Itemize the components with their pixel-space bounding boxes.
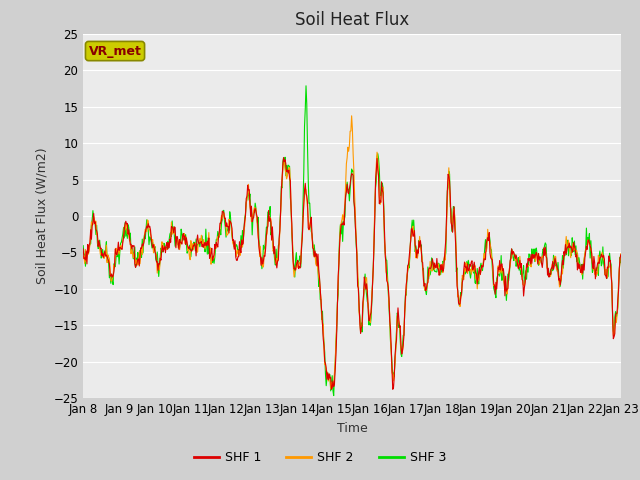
- SHF 1: [145, 221, 152, 227]
- SHF 3: [617, 260, 625, 265]
- Line: SHF 1: SHF 1: [83, 157, 621, 389]
- SHF 3: [227, 225, 235, 231]
- SHF 1: [419, 260, 426, 265]
- SHF 3: [145, 228, 152, 233]
- Line: SHF 3: SHF 3: [83, 86, 621, 396]
- SHF 3: [419, 267, 426, 273]
- SHF 2: [145, 218, 152, 224]
- SHF 3: [89, 208, 97, 214]
- SHF 1: [89, 219, 97, 225]
- SHF 1: [617, 252, 625, 258]
- Legend: SHF 1, SHF 2, SHF 3: SHF 1, SHF 2, SHF 3: [189, 446, 451, 469]
- SHF 3: [199, 244, 207, 250]
- Title: Soil Heat Flux: Soil Heat Flux: [295, 11, 409, 29]
- SHF 3: [302, 83, 310, 89]
- SHF 1: [199, 241, 207, 247]
- SHF 2: [617, 251, 625, 257]
- SHF 2: [435, 261, 442, 267]
- Y-axis label: Soil Heat Flux (W/m2): Soil Heat Flux (W/m2): [35, 148, 48, 284]
- SHF 2: [227, 221, 235, 227]
- SHF 2: [419, 264, 426, 270]
- SHF 1: [389, 386, 397, 392]
- Text: VR_met: VR_met: [88, 45, 141, 58]
- SHF 2: [79, 255, 87, 261]
- Line: SHF 2: SHF 2: [83, 116, 621, 389]
- SHF 3: [435, 260, 442, 266]
- SHF 2: [348, 113, 355, 119]
- SHF 2: [89, 222, 97, 228]
- SHF 3: [79, 243, 87, 249]
- SHF 3: [330, 393, 337, 398]
- X-axis label: Time: Time: [337, 422, 367, 435]
- SHF 1: [435, 266, 442, 272]
- SHF 2: [199, 244, 207, 250]
- SHF 2: [327, 386, 335, 392]
- SHF 1: [79, 246, 87, 252]
- SHF 1: [280, 155, 287, 160]
- SHF 1: [227, 221, 235, 227]
